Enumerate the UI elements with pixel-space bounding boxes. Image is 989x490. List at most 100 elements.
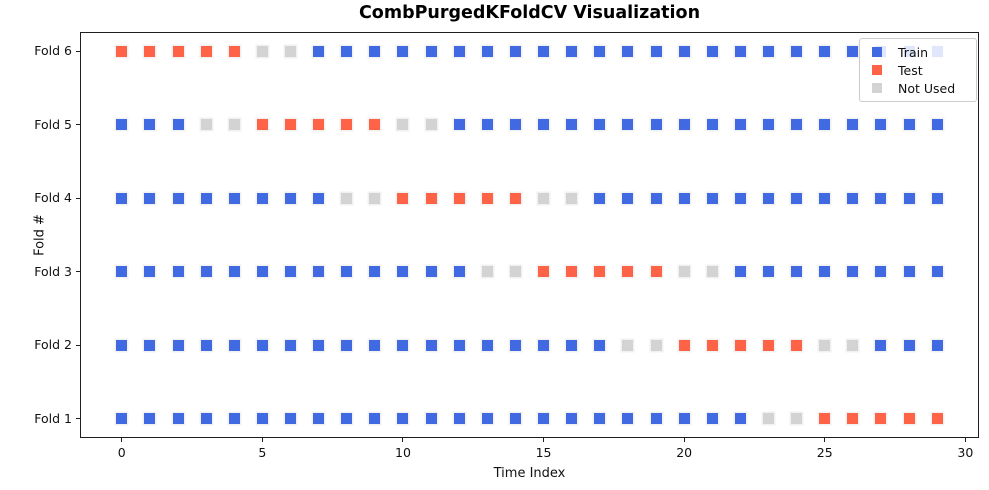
marker-train [734, 413, 746, 425]
marker-train [538, 119, 550, 131]
marker-train [200, 266, 212, 278]
marker-train [172, 119, 184, 131]
marker-train [425, 45, 437, 57]
legend: Train Test Not Used [859, 38, 977, 102]
marker-train [678, 413, 690, 425]
legend-swatch-test [872, 65, 882, 75]
marker-test [678, 339, 690, 351]
marker-train [397, 266, 409, 278]
marker-test [791, 339, 803, 351]
marker-train [763, 266, 774, 278]
marker-test [144, 45, 156, 57]
marker-train [116, 192, 128, 204]
marker-train [791, 45, 803, 57]
marker-test [847, 413, 859, 425]
marker-train [734, 192, 746, 204]
marker-test [425, 192, 437, 204]
legend-item-test: Test [866, 61, 970, 79]
marker-train [284, 266, 296, 278]
marker-unused [791, 413, 803, 425]
marker-train [284, 413, 296, 425]
marker-train [734, 266, 746, 278]
marker-train [116, 413, 128, 425]
marker-train [397, 339, 409, 351]
marker-train [256, 266, 268, 278]
marker-train [791, 192, 803, 204]
marker-train [313, 45, 325, 57]
x-tick-label: 30 [957, 445, 974, 460]
marker-train [763, 119, 774, 131]
marker-train [313, 413, 325, 425]
marker-train [200, 192, 212, 204]
marker-train [144, 266, 156, 278]
marker-train [594, 119, 606, 131]
legend-label-train: Train [898, 44, 928, 60]
marker-unused [819, 339, 831, 351]
marker-train [172, 266, 184, 278]
marker-train [538, 339, 550, 351]
x-tick-label: 0 [117, 445, 126, 460]
marker-test [256, 119, 268, 131]
marker-train [341, 339, 353, 351]
marker-unused [228, 119, 240, 131]
marker-train [144, 119, 156, 131]
marker-test [481, 192, 493, 204]
marker-train [538, 413, 550, 425]
marker-train [313, 192, 325, 204]
x-tick-label: 15 [535, 445, 552, 460]
marker-unused [650, 339, 662, 351]
marker-train [847, 119, 859, 131]
marker-train [341, 45, 353, 57]
marker-train [706, 119, 718, 131]
marker-train [706, 192, 718, 204]
marker-train [931, 119, 943, 131]
marker-train [931, 339, 943, 351]
marker-train [313, 339, 325, 351]
marker-test [284, 119, 296, 131]
y-tick-mark [76, 124, 80, 126]
marker-train [509, 413, 521, 425]
x-axis-label: Time Index [493, 466, 566, 481]
marker-train [622, 413, 634, 425]
marker-train [369, 339, 381, 351]
marker-test [622, 266, 634, 278]
marker-train [538, 45, 550, 57]
marker-train [116, 339, 128, 351]
marker-unused [566, 192, 578, 204]
marker-train [622, 192, 634, 204]
marker-unused [538, 192, 550, 204]
marker-train [228, 266, 240, 278]
legend-item-train: Train [866, 43, 970, 61]
marker-test [538, 266, 550, 278]
marker-train [116, 119, 128, 131]
marker-train [875, 266, 887, 278]
marker-train [228, 339, 240, 351]
legend-item-unused: Not Used [866, 79, 970, 97]
marker-test [172, 45, 184, 57]
marker-train [650, 413, 662, 425]
marker-unused [763, 413, 774, 425]
marker-train [481, 119, 493, 131]
x-tick-label: 10 [395, 445, 411, 460]
marker-train [847, 266, 859, 278]
marker-train [453, 266, 465, 278]
x-tick-mark [543, 438, 545, 442]
marker-train [819, 119, 831, 131]
marker-train [763, 192, 774, 204]
marker-test [369, 119, 381, 131]
marker-train [397, 45, 409, 57]
marker-train [706, 413, 718, 425]
marker-unused [847, 339, 859, 351]
y-tick-label: Fold 6 [34, 43, 72, 59]
marker-test [875, 413, 887, 425]
marker-train [200, 413, 212, 425]
marker-test [116, 45, 128, 57]
y-tick-label: Fold 4 [34, 190, 72, 206]
marker-train [566, 413, 578, 425]
marker-train [341, 413, 353, 425]
marker-unused [284, 45, 296, 57]
marker-train [228, 192, 240, 204]
marker-test [734, 339, 746, 351]
marker-train [875, 192, 887, 204]
